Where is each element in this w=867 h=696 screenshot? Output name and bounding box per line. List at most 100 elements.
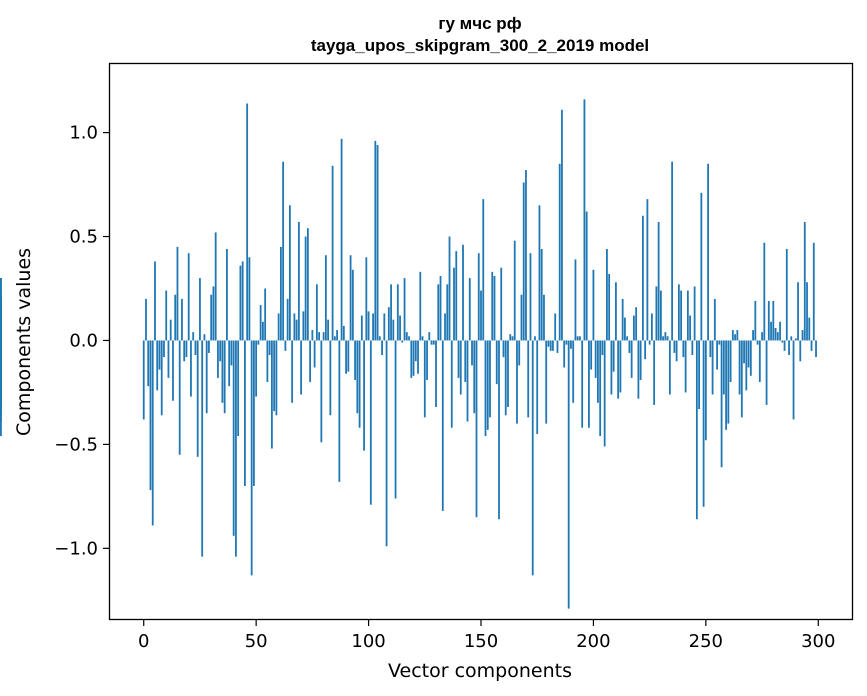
bar-component-259 [725, 340, 727, 430]
bar-component-32 [214, 232, 217, 341]
bar-component-34 [219, 340, 222, 362]
x-tick-label: 250 [689, 631, 723, 652]
bar-component-266 [740, 340, 743, 418]
bar-component-90 [345, 340, 347, 374]
y-tick-label: −1.0 [54, 538, 98, 559]
bar-component-194 [579, 336, 581, 341]
bar-component-11 [167, 340, 170, 378]
bar-component-170 [525, 170, 527, 341]
bar-component-47 [248, 257, 251, 341]
bar-component-undefined [0, 340, 2, 362]
bar-component-26 [201, 340, 204, 557]
chart-subtitle: tayga_upos_skipgram_300_2_2019 model [311, 36, 649, 55]
bar-component-40 [232, 340, 235, 536]
bar-component-174 [534, 336, 536, 341]
bar-component-33 [217, 340, 219, 378]
bar-component-39 [230, 340, 233, 366]
bar-component-77 [315, 284, 318, 341]
bar-component-120 [412, 340, 415, 376]
bar-component-45 [244, 340, 246, 486]
bar-component-196 [583, 99, 586, 341]
bar-component-243 [689, 315, 692, 341]
bar-component-145 [468, 278, 471, 341]
bar-component-239 [680, 290, 683, 341]
bar-component-61 [279, 246, 282, 341]
bar-component-129 [432, 340, 435, 345]
bar-component-103 [374, 140, 377, 341]
bar-component-23 [194, 340, 197, 356]
bar-component-159 [500, 267, 503, 341]
bar-component-142 [462, 244, 464, 341]
bar-component-7 [158, 340, 161, 370]
bar-component-187 [563, 340, 566, 368]
bar-component-193 [576, 336, 579, 341]
bar-component-79 [320, 340, 323, 443]
bar-component-96 [358, 340, 361, 428]
bar-component-267 [743, 340, 745, 364]
bar-component-82 [327, 319, 329, 341]
bar-component-218 [633, 315, 635, 341]
bar-component-36 [223, 340, 226, 414]
x-tick-label: 200 [576, 631, 610, 652]
bar-component-221 [639, 340, 642, 380]
bar-component-238 [677, 284, 680, 341]
bar-component-15 [176, 246, 179, 341]
bar-component-264 [736, 330, 739, 341]
bar-component-85 [333, 336, 336, 341]
bar-component-237 [675, 340, 678, 362]
bar-component-52 [259, 305, 262, 341]
bar-component-181 [549, 340, 552, 351]
bar-component-205 [603, 340, 606, 447]
bar-component-217 [630, 340, 633, 378]
bar-component-126 [426, 340, 428, 380]
bar-component-98 [363, 340, 365, 451]
bar-component-250 [704, 340, 707, 441]
bar-component-117 [405, 332, 408, 341]
bar-component-44 [241, 261, 244, 341]
bar-component-228 [655, 286, 658, 341]
bar-component-37 [226, 249, 228, 341]
bar-component-115 [401, 340, 404, 343]
bar-component-219 [635, 307, 638, 341]
bar-component-201 [594, 340, 597, 378]
bar-component-102 [372, 313, 374, 341]
bar-component-183 [554, 313, 557, 341]
bar-component-234 [668, 340, 671, 395]
bar-component-60 [277, 313, 280, 341]
chart-title: гу мчс рф [438, 14, 521, 33]
bar-component-72 [304, 236, 307, 341]
bar-component-272 [754, 300, 757, 341]
bar-component-169 [522, 182, 525, 341]
bar-component-203 [599, 340, 602, 437]
bar-component-undefined [0, 340, 2, 351]
bar-component-297 [810, 340, 813, 351]
bar-component-0 [142, 340, 145, 420]
bar-component-286 [785, 249, 788, 341]
bar-component-86 [336, 330, 338, 341]
bar-component-294 [803, 221, 806, 341]
bar-component-279 [770, 321, 772, 341]
bar-component-29 [208, 340, 210, 353]
y-axis-ticks: −1.0 −0.5 0.0 0.5 1.0 [54, 123, 110, 559]
x-tick-label: 100 [351, 631, 385, 652]
bar-component-290 [794, 338, 797, 341]
bar-component-214 [624, 317, 626, 341]
bar-component-291 [797, 282, 799, 341]
bar-component-235 [671, 161, 674, 341]
bar-component-274 [758, 340, 761, 383]
bar-component-168 [520, 294, 523, 341]
bar-component-62 [282, 161, 285, 341]
bar-component-93 [351, 269, 354, 341]
bar-component-256 [718, 340, 721, 345]
bar-component-209 [612, 340, 615, 372]
bar-component-63 [284, 340, 287, 351]
bar-component-21 [190, 340, 192, 397]
bar-component-160 [502, 340, 505, 358]
bar-component-111 [392, 319, 395, 341]
bar-component-280 [772, 300, 775, 341]
bar-component-undefined [0, 340, 2, 403]
bar-component-119 [410, 340, 413, 378]
bar-component-113 [396, 284, 399, 341]
bar-component-18 [183, 340, 186, 362]
bar-component-231 [662, 336, 665, 341]
